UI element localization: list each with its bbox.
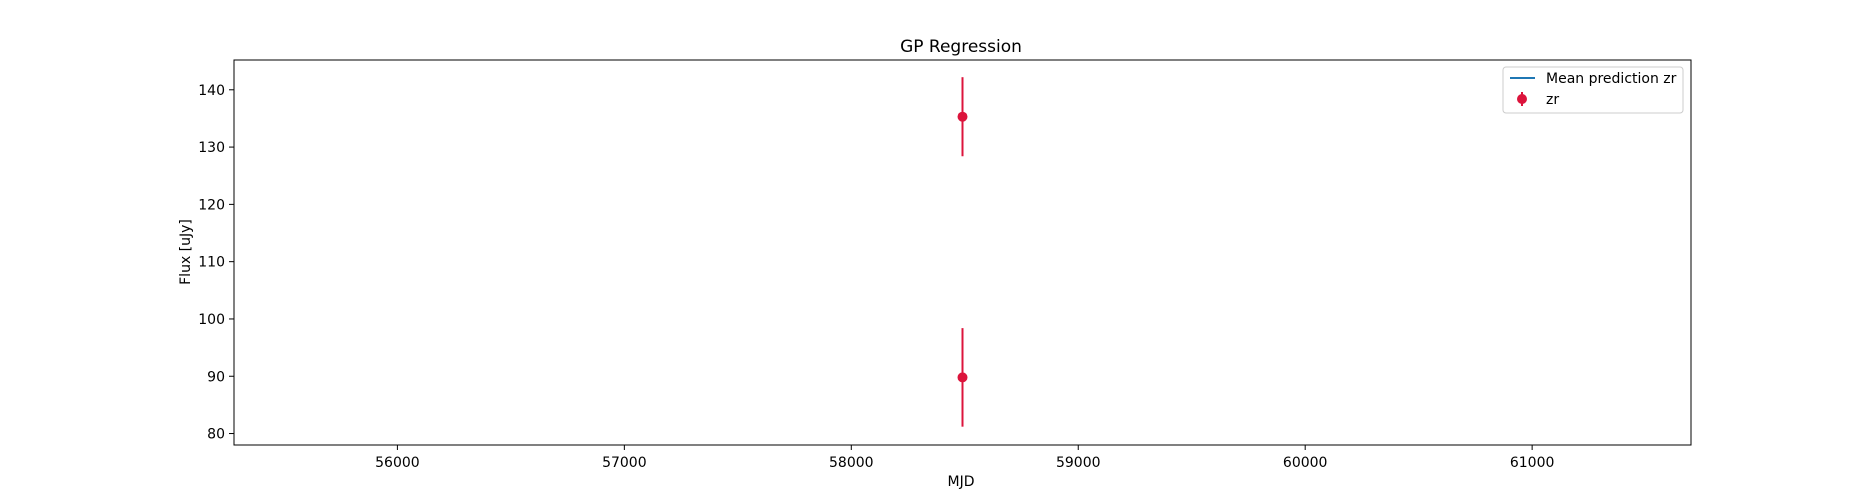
y-axis-ticks: 80 90 100 110 120 130 140: [198, 83, 234, 443]
y-tick-label: 100: [198, 312, 225, 328]
legend-errorbar-marker: [1517, 94, 1527, 104]
x-tick-label: 59000: [1056, 455, 1101, 471]
x-tick-label: 61000: [1510, 455, 1555, 471]
series-layer: [957, 77, 968, 427]
legend-label-mean-prediction: Mean prediction zr: [1546, 71, 1677, 87]
y-tick-label: 90: [207, 369, 225, 385]
x-axis-label: MJD: [948, 474, 975, 490]
x-tick-label: 60000: [1283, 455, 1328, 471]
x-axis-ticks: 56000 57000 58000 59000 60000 61000: [375, 445, 1554, 471]
data-point: [957, 111, 968, 122]
y-tick-label: 110: [198, 255, 225, 271]
y-tick-label: 130: [198, 140, 225, 156]
x-tick-label: 57000: [602, 455, 647, 471]
legend-box: [1502, 66, 1684, 114]
x-tick-label: 56000: [375, 455, 420, 471]
y-axis-label: Flux [uJy]: [178, 219, 194, 285]
legend-label-zr: zr: [1546, 92, 1559, 108]
plot-area-frame: [233, 59, 1692, 446]
y-tick-label: 80: [207, 427, 225, 443]
x-tick-label: 58000: [829, 455, 874, 471]
chart-title: GP Regression: [900, 37, 1022, 57]
y-tick-label: 140: [198, 83, 225, 99]
y-tick-label: 120: [198, 197, 225, 213]
legend-errorbar-swatch: [1517, 92, 1527, 106]
data-point: [957, 372, 968, 383]
legend: Mean prediction zr zr: [1502, 66, 1684, 114]
